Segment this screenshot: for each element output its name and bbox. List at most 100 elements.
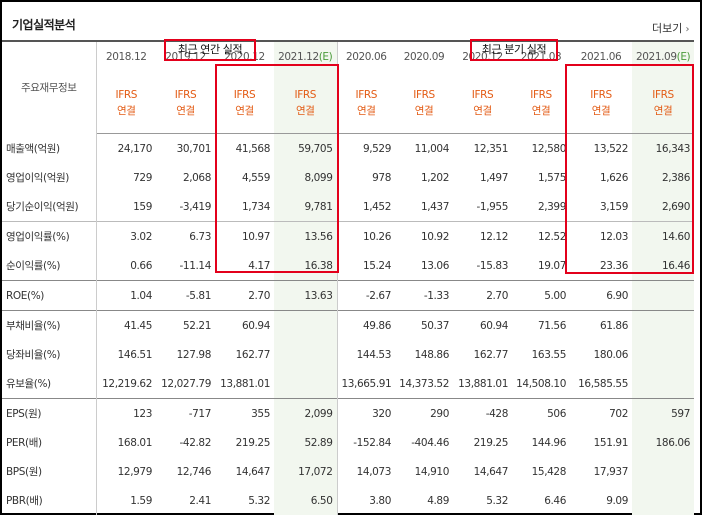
table-cell: 162.77: [235, 348, 271, 361]
row-label: 순이익률(%): [2, 251, 97, 281]
table-cell: 15.24: [362, 259, 391, 272]
table-cell: 13,881.01: [220, 377, 270, 390]
ifrs-label: IFRS: [355, 88, 378, 101]
table-cell: 14,073: [356, 465, 392, 478]
financial-table: 주요재무정보 2018.12 2019.12 2020.12 2021.12(E) 202…: [2, 40, 694, 515]
period-header: 2021.09(E): [632, 40, 694, 72]
table-cell: -3,419: [179, 200, 212, 213]
period-header: 2018.12: [96, 40, 156, 72]
table-row: 부채비율(%) 41.45 52.21 60.94 49.86 50.37 60.94 71.…: [2, 310, 694, 340]
ifrs-label: IFRS: [590, 88, 612, 101]
table-cell: 2,399: [537, 200, 566, 213]
table-cell: 219.25: [473, 436, 509, 449]
table-cell: 355: [215, 398, 274, 428]
accounting-standard: IFRS 연결: [570, 72, 632, 134]
table-cell: 52.89: [274, 428, 338, 457]
table-cell: 16,343: [632, 133, 694, 163]
row-label: 영업이익(억원): [2, 163, 97, 192]
more-label: 더보기: [652, 22, 683, 35]
row-label: ROE(%): [2, 280, 97, 311]
table-cell: 14,647: [473, 465, 509, 478]
table-cell: 320: [337, 398, 395, 428]
table-cell: 168.01: [117, 436, 153, 449]
table-cell: 52.21: [156, 310, 215, 340]
consolidated-label: 연결: [473, 104, 492, 117]
table-cell: 146.51: [117, 348, 153, 361]
table-cell: 290: [395, 398, 453, 428]
consolidated-label: 연결: [591, 104, 611, 117]
table-cell: [632, 310, 694, 340]
table-row: 순이익률(%) 0.66 -11.14 4.17 16.38 15.24 13.06 -15.…: [2, 251, 694, 281]
table-cell: 12,746: [176, 465, 212, 478]
table-row: 영업이익(억원) 729 2,068 4,559 8,099 978 1,202 1,497 1…: [2, 163, 694, 192]
table-cell: 13,522: [593, 142, 629, 155]
table-cell: [632, 486, 694, 515]
table-cell: 9,781: [274, 192, 338, 222]
row-label: 부채비율(%): [2, 310, 97, 340]
accounting-standard: IFRS 연결: [337, 72, 395, 134]
table-cell: 4,559: [241, 171, 270, 184]
ifrs-label: IFRS: [115, 88, 138, 101]
table-cell: 3.02: [96, 221, 156, 251]
quarterly-title: 최근 분기 실적: [481, 43, 547, 56]
table-cell: 506: [512, 398, 570, 428]
row-label: 영업이익률(%): [2, 221, 97, 251]
table-cell: 6.46: [544, 494, 566, 507]
table-cell: 17,937: [593, 465, 629, 478]
table-cell: 19.07: [537, 259, 566, 272]
table-cell: 14,373.52: [399, 377, 449, 390]
table-cell: 1,497: [479, 171, 508, 184]
table-cell: 4.89: [427, 494, 449, 507]
ifrs-label: IFRS: [413, 88, 435, 101]
table-cell: 148.86: [414, 348, 450, 361]
table-cell: 5.00: [512, 280, 570, 311]
consolidated-label: 연결: [116, 104, 136, 117]
table-cell: 3.80: [369, 494, 391, 507]
table-cell: 30,701: [176, 142, 212, 155]
accounting-standard: IFRS 연결: [453, 72, 512, 134]
table-cell: 1,437: [420, 200, 449, 213]
table-cell: 597: [632, 398, 694, 428]
accounting-standard-row: IFRS 연결 IFRS 연결 IFRS 연결 IFRS 연결 IFRS 연결 IFRS 연결 IFRS…: [2, 72, 694, 134]
more-link[interactable]: 더보기 ›: [652, 20, 690, 36]
table-row: PER(배) 168.01 -42.82 219.25 52.89 -152.84 -404…: [2, 428, 694, 457]
consolidated-label: 연결: [295, 104, 315, 117]
table-cell: 1,452: [362, 200, 391, 213]
table-cell: 12,219.62: [102, 377, 152, 390]
table-cell: 162.77: [473, 348, 509, 361]
table-cell: [632, 340, 694, 369]
ifrs-label: IFRS: [530, 88, 552, 101]
table-cell: 1,575: [537, 171, 566, 184]
table-cell: 41.45: [96, 310, 156, 340]
table-cell: 1,626: [599, 171, 628, 184]
table-cell: 186.06: [632, 428, 694, 457]
row-label: 매출액(억원): [2, 133, 97, 163]
table-cell: 1,202: [420, 171, 449, 184]
table-cell: 16,585.55: [578, 377, 628, 390]
table-cell: -15.83: [476, 259, 509, 272]
table-cell: 14,508.10: [516, 377, 566, 390]
table-cell: [632, 457, 694, 486]
table-cell: 9,529: [362, 142, 391, 155]
table-cell: 127.98: [176, 348, 212, 361]
table-cell: 14,647: [235, 465, 271, 478]
table-cell: [274, 369, 338, 399]
table-cell: 1.04: [96, 280, 156, 311]
section-title: 기업실적분석: [12, 18, 76, 32]
table-cell: 180.06: [593, 348, 629, 361]
table-cell: 15,428: [531, 465, 567, 478]
table-cell: 1.59: [130, 494, 152, 507]
table-cell: 0.66: [130, 259, 152, 272]
table-cell: 10.26: [337, 221, 395, 251]
row-label: PBR(배): [2, 486, 97, 515]
accounting-standard: IFRS 연결: [632, 72, 694, 134]
accounting-standard: IFRS 연결: [395, 72, 453, 134]
accounting-standard: IFRS 연결: [274, 72, 338, 134]
table-cell: 5.32: [248, 494, 270, 507]
table-cell: 3,159: [599, 200, 628, 213]
period-header: 2021.06: [570, 40, 632, 72]
table-cell: 163.55: [531, 348, 567, 361]
table-cell: 61.86: [570, 310, 632, 340]
period-header: 2020.09: [395, 40, 453, 72]
